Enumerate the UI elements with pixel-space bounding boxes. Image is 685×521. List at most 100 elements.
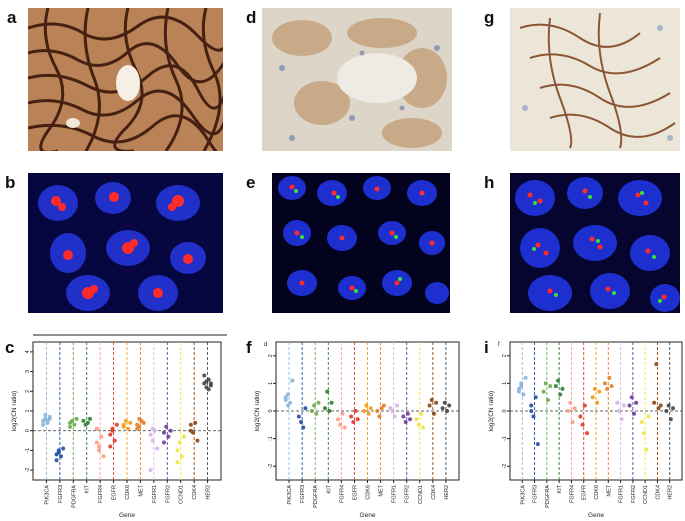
x-axis-label: Gene — [360, 512, 376, 519]
data-point-cdk6 — [364, 403, 369, 408]
x-tick-label: FGFR4 — [569, 485, 575, 503]
x-tick-label: FGFR1 — [619, 485, 625, 503]
data-point-met — [135, 426, 140, 431]
data-point-fgfr3 — [296, 414, 301, 419]
y-tick-label: -1 — [502, 436, 508, 441]
x-tick-label: EGFR — [352, 485, 358, 500]
x-tick-label: FGFR3 — [58, 485, 64, 503]
x-axis-label: Gene — [588, 512, 604, 519]
data-point-kit — [325, 389, 330, 394]
data-point-pik3ca — [516, 389, 521, 394]
x-tick-label: CCND1 — [643, 485, 649, 504]
data-point-ccnd1 — [644, 447, 649, 452]
data-point-fgfr1 — [150, 438, 155, 443]
data-point-egfr — [580, 422, 585, 427]
panel-label-d: d — [246, 8, 257, 27]
x-tick-label: MET — [138, 484, 144, 496]
data-point-pik3ca — [283, 395, 288, 400]
fish-image-h — [510, 173, 680, 313]
x-tick-label: EGFR — [112, 485, 118, 500]
data-point-met — [607, 375, 612, 380]
data-point-cdk6 — [121, 424, 126, 429]
x-tick-label: MET — [379, 484, 385, 496]
data-point-fgfr4 — [566, 409, 571, 413]
data-point-ccnd1 — [418, 411, 423, 416]
data-point-cdk4 — [434, 400, 439, 405]
x-tick-label: FGFR3 — [533, 485, 539, 503]
data-point-egfr — [585, 431, 590, 436]
data-point-fgfr2 — [161, 440, 166, 445]
ihc-image-d-canvas — [262, 8, 452, 151]
y-tick-label: -1 — [268, 436, 274, 441]
data-point-egfr — [349, 414, 354, 419]
data-point-pik3ca — [43, 412, 48, 417]
data-point-fgfr4 — [336, 417, 341, 422]
data-point-pik3ca — [519, 381, 524, 386]
ihc-image-d — [262, 8, 452, 151]
x-tick-label: CDK4 — [192, 485, 198, 500]
x-tick-label: KIT — [326, 484, 332, 493]
data-point-fgfr2 — [161, 430, 166, 435]
data-point-fgfr4 — [99, 434, 104, 439]
data-point-cdk6 — [366, 411, 371, 416]
data-point-fgfr3 — [54, 458, 59, 463]
data-point-kit — [327, 409, 332, 413]
data-point-fgfr2 — [629, 395, 634, 400]
data-point-her2 — [202, 373, 207, 378]
data-point-fgfr2 — [168, 428, 173, 433]
y-tick-label: 2 — [268, 354, 274, 357]
y-tick-label: -2 — [502, 464, 508, 469]
x-tick-label: CDK4 — [431, 485, 437, 500]
data-point-fgfr2 — [627, 403, 632, 408]
data-point-cdk4 — [188, 422, 193, 427]
data-point-her2 — [664, 409, 669, 413]
data-point-egfr — [108, 432, 113, 437]
cn-ratio-chart-i: -2 -1 0 1 2 log2(CN ratio) f PIK3CA FGFR3 PDGFRA K… — [478, 330, 685, 521]
y-tick-label: -2 — [25, 468, 31, 473]
data-point-cdk6 — [123, 418, 128, 423]
data-point-met — [602, 381, 607, 386]
data-point-cdk4 — [188, 428, 193, 433]
y-axis-label: log2(CN ratio) — [488, 391, 495, 431]
data-point-fgfr2 — [401, 414, 406, 419]
y-tick-label: 1 — [25, 409, 31, 412]
data-point-pdgfra — [70, 418, 75, 423]
data-point-cdk6 — [128, 420, 133, 425]
fish-image-h-canvas — [510, 173, 680, 313]
data-point-pdgfra — [545, 397, 550, 402]
data-point-cdk6 — [126, 426, 131, 431]
data-point-pdgfra — [543, 381, 548, 386]
x-tick-label: CDK6 — [594, 485, 600, 500]
data-point-fgfr1 — [148, 468, 153, 473]
data-point-fgfr1 — [392, 414, 397, 419]
x-tick-label: FGFR3 — [300, 485, 306, 503]
data-point-ccnd1 — [179, 454, 184, 459]
x-tick-label: PIK3CA — [520, 485, 526, 505]
data-point-cdk4 — [658, 403, 663, 408]
x-tick-label: PDGFRA — [71, 485, 77, 508]
data-point-fgfr1 — [615, 400, 620, 405]
data-point-ccnd1 — [177, 440, 182, 445]
data-point-pik3ca — [521, 392, 526, 397]
data-point-her2 — [204, 379, 209, 384]
data-point-ccnd1 — [416, 422, 421, 427]
panel-label-h: h — [484, 173, 495, 192]
data-point-met — [141, 420, 146, 425]
data-point-pik3ca — [285, 392, 290, 397]
data-point-fgfr4 — [338, 422, 343, 427]
data-point-cdk4 — [656, 406, 661, 411]
x-tick-label: CDK4 — [655, 485, 661, 500]
data-point-cdk4 — [654, 362, 659, 367]
data-point-pik3ca — [47, 416, 52, 421]
data-point-egfr — [353, 409, 358, 413]
x-tick-label: PDGFRA — [313, 485, 319, 508]
x-tick-label: PIK3CA — [287, 485, 293, 505]
data-point-pik3ca — [523, 375, 528, 380]
data-point-egfr — [110, 428, 115, 433]
data-point-egfr — [351, 420, 356, 425]
x-tick-label: CCND1 — [418, 485, 424, 504]
y-tick-label: 1 — [502, 382, 508, 385]
corner-axis-text: f — [498, 342, 500, 348]
data-point-ccnd1 — [182, 434, 187, 439]
data-point-kit — [88, 416, 93, 421]
